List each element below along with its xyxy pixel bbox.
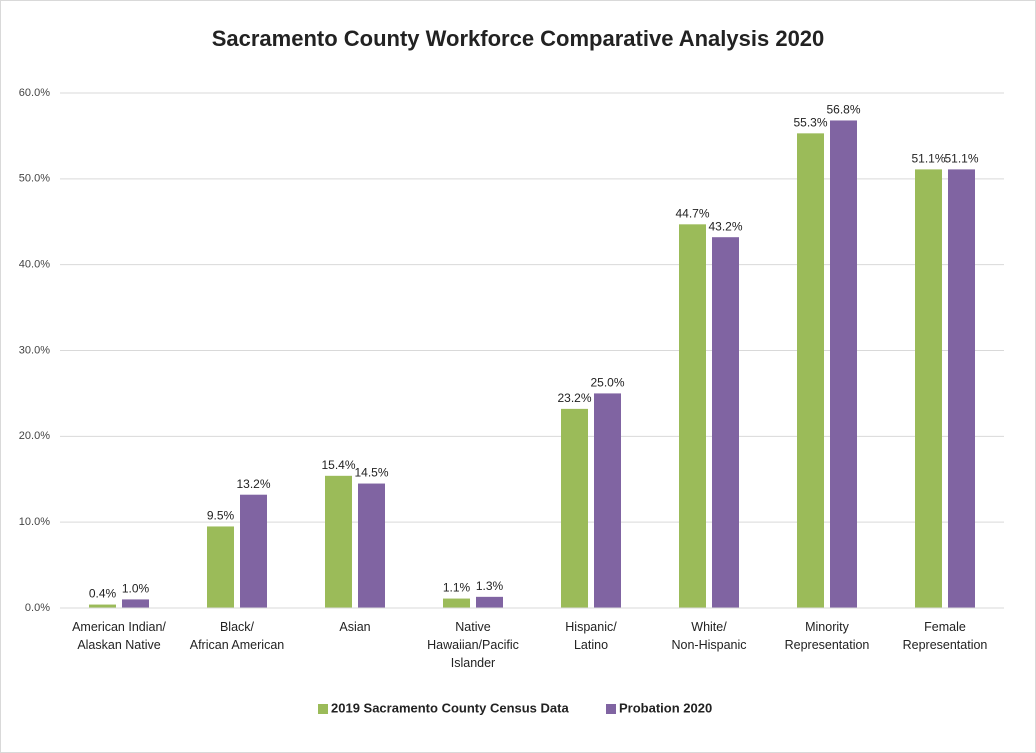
bar xyxy=(122,599,149,608)
x-tick-label-line: Islander xyxy=(451,656,495,670)
y-tick-label: 30.0% xyxy=(19,344,50,356)
y-tick-label: 20.0% xyxy=(19,430,50,442)
x-tick-label-line: Asian xyxy=(339,620,370,634)
x-tick-label: Female Representation xyxy=(903,620,988,652)
value-label: 51.1% xyxy=(911,152,945,166)
x-tick-label-line: Black/ xyxy=(220,620,255,634)
x-tick-label: American Indian/Alaskan Native xyxy=(72,620,166,652)
x-tick-label-line: Female xyxy=(924,620,966,634)
value-label: 1.3% xyxy=(476,579,504,593)
x-tick-label: White/Non-Hispanic xyxy=(671,620,746,652)
value-label: 15.4% xyxy=(321,458,355,472)
x-tick-label: Hispanic/Latino xyxy=(565,620,617,652)
chart-title: Sacramento County Workforce Comparative … xyxy=(212,26,825,51)
value-label: 13.2% xyxy=(236,477,270,491)
x-tick-label: Minority Representation xyxy=(785,620,870,652)
x-tick-label: Native Hawaiian/Pacific Islander xyxy=(427,620,519,670)
x-tick-label-line: Hispanic/ xyxy=(565,620,617,634)
legend-swatch xyxy=(318,704,328,714)
value-label: 43.2% xyxy=(708,219,742,233)
x-tick-label-line: Representation xyxy=(903,638,988,652)
x-tick-label-line: Alaskan Native xyxy=(77,638,160,652)
bar xyxy=(594,393,621,608)
bar xyxy=(797,133,824,608)
x-tick-label-line: White/ xyxy=(691,620,727,634)
x-tick-label-line: Non-Hispanic xyxy=(671,638,746,652)
bar xyxy=(561,408,588,608)
bar xyxy=(476,596,503,608)
x-tick-label: Asian xyxy=(339,620,370,634)
value-label: 23.2% xyxy=(557,391,591,405)
value-label: 25.0% xyxy=(590,376,624,390)
value-label: 44.7% xyxy=(675,206,709,220)
y-tick-label: 40.0% xyxy=(19,259,50,271)
legend-swatch xyxy=(606,704,616,714)
bar xyxy=(830,120,857,608)
x-tick-label-line: Latino xyxy=(574,638,608,652)
legend-label: Probation 2020 xyxy=(619,700,712,715)
x-tick-label-line: Native xyxy=(455,620,490,634)
value-label: 0.4% xyxy=(89,587,117,601)
value-label: 1.1% xyxy=(443,581,471,595)
y-tick-label: 0.0% xyxy=(25,602,50,614)
y-tick-label: 10.0% xyxy=(19,516,50,528)
value-label: 14.5% xyxy=(354,466,388,480)
x-tick-label-line: Representation xyxy=(785,638,870,652)
x-tick-label-line: African American xyxy=(190,638,285,652)
x-tick-label: Black/African American xyxy=(190,620,285,652)
value-label: 55.3% xyxy=(793,116,827,130)
x-tick-label-line: American Indian/ xyxy=(72,620,166,634)
bar xyxy=(948,169,975,608)
legend-label: 2019 Sacramento County Census Data xyxy=(331,700,569,715)
x-tick-label-line: Minority xyxy=(805,620,850,634)
bar xyxy=(712,237,739,608)
y-tick-label: 50.0% xyxy=(19,173,50,185)
value-label: 9.5% xyxy=(207,509,235,523)
bar xyxy=(358,483,385,608)
bar xyxy=(915,169,942,608)
x-tick-label-line: Hawaiian/Pacific xyxy=(427,638,519,652)
bar xyxy=(679,224,706,608)
value-label: 51.1% xyxy=(944,152,978,166)
bar xyxy=(207,526,234,608)
value-label: 56.8% xyxy=(826,103,860,117)
bar xyxy=(443,598,470,608)
bar xyxy=(325,475,352,608)
bar xyxy=(89,604,116,608)
y-tick-label: 60.0% xyxy=(19,87,50,99)
value-label: 1.0% xyxy=(122,582,150,596)
bar xyxy=(240,494,267,608)
